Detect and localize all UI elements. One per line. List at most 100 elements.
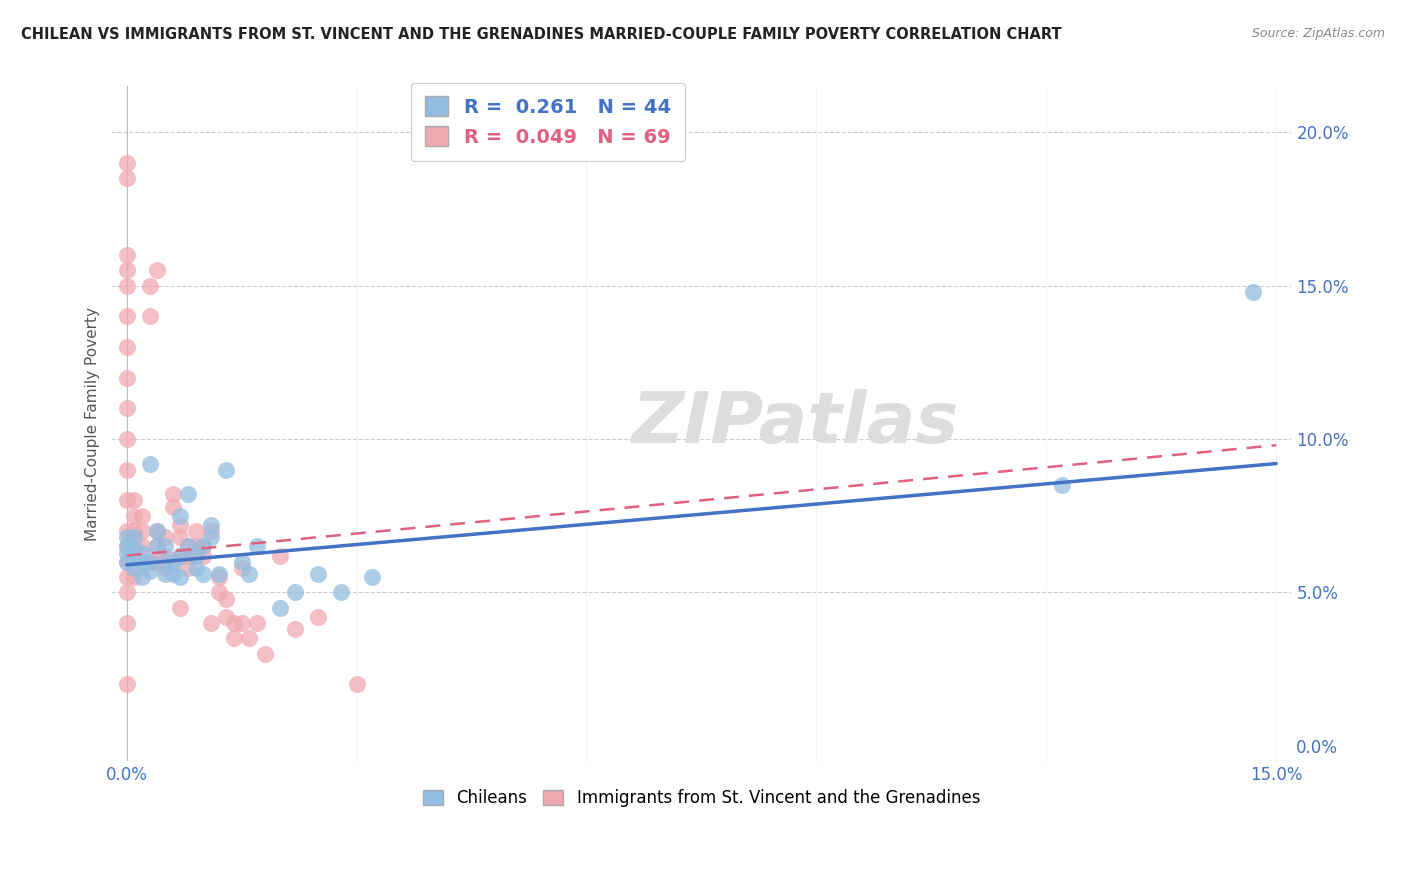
Point <box>124 508 146 523</box>
Text: Source: ZipAtlas.com: Source: ZipAtlas.com <box>1251 27 1385 40</box>
Point <box>177 561 200 575</box>
Point <box>153 555 176 569</box>
Point <box>131 540 153 554</box>
Point <box>146 524 169 538</box>
Point <box>184 540 207 554</box>
Point <box>115 156 138 170</box>
Point <box>246 616 269 631</box>
Point <box>115 248 138 262</box>
Point <box>269 600 291 615</box>
Point <box>169 549 191 563</box>
Point <box>215 463 238 477</box>
Point <box>169 508 191 523</box>
Point <box>115 171 138 186</box>
Point <box>162 500 184 514</box>
Point <box>124 530 146 544</box>
Point <box>115 340 138 354</box>
Point <box>208 570 231 584</box>
Point <box>115 524 138 538</box>
Point <box>146 540 169 554</box>
Point <box>361 570 384 584</box>
Point <box>184 549 207 563</box>
Point <box>200 517 222 532</box>
Point <box>146 555 169 569</box>
Point <box>269 549 291 563</box>
Point <box>131 545 153 559</box>
Point <box>124 555 146 569</box>
Point <box>124 570 146 584</box>
Point <box>169 549 191 563</box>
Point <box>124 561 146 575</box>
Point <box>231 555 253 569</box>
Point <box>346 677 368 691</box>
Point <box>115 432 138 446</box>
Point <box>138 555 160 569</box>
Point <box>131 508 153 523</box>
Point <box>115 401 138 416</box>
Point <box>208 585 231 599</box>
Point <box>177 540 200 554</box>
Point <box>153 540 176 554</box>
Point <box>153 566 176 581</box>
Point <box>193 540 215 554</box>
Point <box>307 610 329 624</box>
Point <box>115 463 138 477</box>
Point <box>222 632 245 646</box>
Point <box>215 610 238 624</box>
Point <box>124 540 146 554</box>
Point <box>238 566 260 581</box>
Point <box>193 566 215 581</box>
Point <box>124 542 146 557</box>
Point <box>115 570 138 584</box>
Point <box>193 549 215 563</box>
Point <box>177 487 200 501</box>
Point <box>215 591 238 606</box>
Point <box>253 647 276 661</box>
Point <box>146 524 169 538</box>
Point <box>231 561 253 575</box>
Point <box>153 561 176 575</box>
Point <box>169 600 191 615</box>
Point <box>138 457 160 471</box>
Point <box>138 278 160 293</box>
Point <box>169 570 191 584</box>
Point <box>124 524 146 538</box>
Legend: Chileans, Immigrants from St. Vincent and the Grenadines: Chileans, Immigrants from St. Vincent an… <box>416 782 987 814</box>
Point <box>169 530 191 544</box>
Point <box>169 517 191 532</box>
Point <box>115 263 138 277</box>
Point <box>193 540 215 554</box>
Point <box>330 585 353 599</box>
Point <box>124 551 146 566</box>
Point <box>177 549 200 563</box>
Point <box>153 530 176 544</box>
Point <box>177 540 200 554</box>
Point <box>115 616 138 631</box>
Point <box>162 487 184 501</box>
Point <box>153 549 176 563</box>
Point <box>115 493 138 508</box>
Point <box>162 555 184 569</box>
Point <box>124 493 146 508</box>
Point <box>115 555 138 569</box>
Point <box>115 555 138 569</box>
Point <box>138 310 160 324</box>
Point <box>231 616 253 631</box>
Point <box>200 530 222 544</box>
Point <box>200 524 222 538</box>
Point <box>138 555 160 569</box>
Point <box>284 622 307 636</box>
Point <box>115 530 138 544</box>
Point <box>162 566 184 581</box>
Point <box>146 263 169 277</box>
Text: CHILEAN VS IMMIGRANTS FROM ST. VINCENT AND THE GRENADINES MARRIED-COUPLE FAMILY : CHILEAN VS IMMIGRANTS FROM ST. VINCENT A… <box>21 27 1062 42</box>
Point <box>131 570 153 584</box>
Point <box>138 564 160 578</box>
Point <box>238 632 260 646</box>
Point <box>115 540 138 554</box>
Point <box>146 540 169 554</box>
Text: ZIPatlas: ZIPatlas <box>633 389 959 458</box>
Y-axis label: Married-Couple Family Poverty: Married-Couple Family Poverty <box>86 307 100 541</box>
Point <box>115 545 138 559</box>
Point <box>184 561 207 575</box>
